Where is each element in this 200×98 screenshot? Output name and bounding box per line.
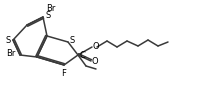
Text: F: F: [62, 69, 66, 78]
Text: S: S: [5, 35, 11, 44]
Text: Br: Br: [46, 4, 56, 13]
Text: Br: Br: [6, 49, 16, 58]
Text: S: S: [69, 35, 75, 44]
Text: O: O: [92, 58, 98, 67]
Text: S: S: [45, 10, 51, 20]
Text: C: C: [79, 50, 85, 59]
Text: O: O: [93, 41, 99, 50]
